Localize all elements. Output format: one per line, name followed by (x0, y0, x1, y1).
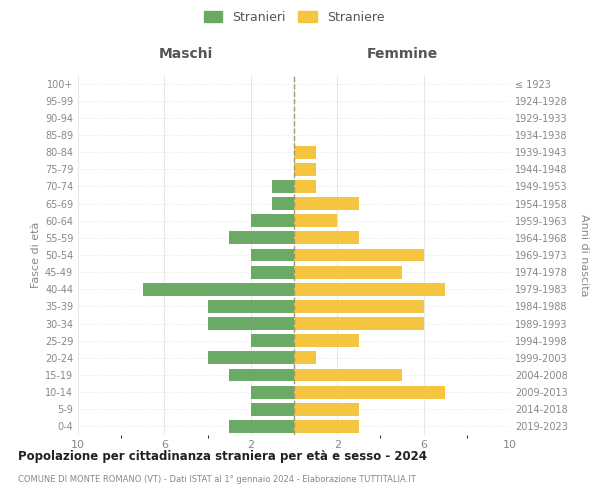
Bar (251, 403, 294, 415)
Bar (208, 300, 294, 313)
Y-axis label: Anni di nascita: Anni di nascita (578, 214, 589, 296)
Bar (208, 317, 294, 330)
Bar (229, 420, 294, 433)
Bar (294, 180, 316, 193)
Bar (294, 317, 424, 330)
Bar (143, 283, 294, 296)
Bar (294, 214, 337, 227)
Bar (251, 334, 294, 347)
Bar (294, 386, 445, 398)
Bar (294, 368, 402, 382)
Bar (272, 197, 294, 210)
Bar (294, 232, 359, 244)
Bar (294, 248, 424, 262)
Bar (251, 248, 294, 262)
Bar (251, 386, 294, 398)
Bar (294, 266, 402, 278)
Legend: Stranieri, Straniere: Stranieri, Straniere (199, 6, 389, 28)
Bar (294, 403, 359, 415)
Text: COMUNE DI MONTE ROMANO (VT) - Dati ISTAT al 1° gennaio 2024 - Elaborazione TUTTI: COMUNE DI MONTE ROMANO (VT) - Dati ISTAT… (18, 475, 416, 484)
Bar (294, 334, 359, 347)
Bar (251, 266, 294, 278)
Text: Maschi: Maschi (159, 48, 213, 62)
Bar (294, 163, 316, 175)
Y-axis label: Fasce di età: Fasce di età (31, 222, 41, 288)
Text: Femmine: Femmine (367, 48, 437, 62)
Bar (272, 180, 294, 193)
Bar (294, 283, 445, 296)
Text: Popolazione per cittadinanza straniera per età e sesso - 2024: Popolazione per cittadinanza straniera p… (18, 450, 427, 463)
Bar (294, 146, 316, 158)
Bar (229, 368, 294, 382)
Bar (229, 232, 294, 244)
Bar (294, 300, 424, 313)
Bar (251, 214, 294, 227)
Bar (294, 420, 359, 433)
Bar (294, 197, 359, 210)
Bar (208, 352, 294, 364)
Bar (294, 352, 316, 364)
